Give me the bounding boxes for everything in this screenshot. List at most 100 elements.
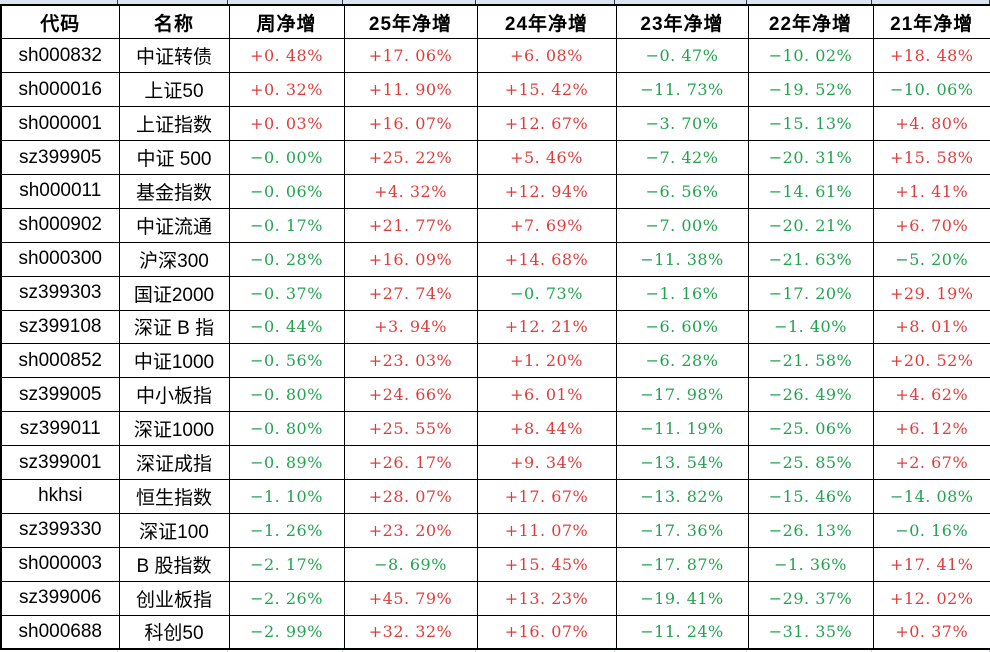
index-code-cell: sz399330	[0, 512, 120, 548]
return-value-cell: +28. 07%	[343, 478, 478, 514]
return-value-cell: −11. 24%	[615, 614, 749, 650]
index-code-cell: sh000688	[0, 614, 120, 650]
index-name-cell: 深证 B 指	[118, 309, 230, 345]
return-value-cell: +17. 06%	[343, 38, 478, 74]
return-value-cell: +16. 09%	[343, 241, 478, 277]
table-row: sz399905 中证 500 −0. 00% +25. 22% +5. 46% −7. …	[0, 140, 990, 175]
return-value-cell: −2. 26%	[228, 580, 345, 616]
return-value-cell: +26. 17%	[343, 445, 478, 480]
index-name-cell: 恒生指数	[118, 478, 230, 514]
return-value-cell: +6. 08%	[476, 38, 617, 74]
table-row: sh000001 上证指数 +0. 03% +16. 07% +12. 67% −3. 7…	[0, 106, 990, 142]
return-value-cell: −0. 73%	[476, 275, 617, 311]
index-name-cell: 中小板指	[118, 377, 230, 413]
return-value-cell: +4. 80%	[872, 106, 990, 142]
return-value-cell: −0. 17%	[228, 207, 345, 243]
table-row: hkhsi 恒生指数 −1. 10% +28. 07% +17. 67% −13. 82%…	[0, 478, 990, 514]
column-header-5: 23年净增	[615, 4, 749, 40]
index-code-cell: sz399011	[0, 411, 120, 447]
index-code-cell: sh000011	[0, 173, 120, 209]
return-value-cell: +27. 74%	[343, 275, 478, 311]
return-value-cell: +3. 94%	[343, 309, 478, 345]
return-value-cell: −11. 73%	[615, 72, 749, 108]
return-value-cell: −5. 20%	[872, 241, 990, 277]
return-value-cell: +11. 07%	[476, 512, 617, 548]
return-value-cell: −15. 46%	[747, 478, 874, 514]
index-code-cell: sh000016	[0, 72, 120, 108]
return-value-cell: −3. 70%	[615, 106, 749, 142]
index-code-cell: sz399001	[0, 445, 120, 480]
index-code-cell: sh000852	[0, 343, 120, 379]
return-value-cell: +0. 03%	[228, 106, 345, 142]
return-value-cell: −1. 26%	[228, 512, 345, 548]
return-value-cell: +6. 70%	[872, 207, 990, 243]
return-value-cell: −8. 69%	[343, 546, 478, 582]
return-value-cell: +8. 44%	[476, 411, 617, 447]
return-value-cell: +21. 77%	[343, 207, 478, 243]
table-row: sz399001 深证成指 −0. 89% +26. 17% +9. 34% −13. 5…	[0, 445, 990, 480]
return-value-cell: +17. 41%	[872, 546, 990, 582]
return-value-cell: −17. 20%	[747, 275, 874, 311]
table-row: sh000852 中证1000 −0. 56% +23. 03% +1. 20% −6. …	[0, 343, 990, 379]
edge-cell-sliver	[476, 0, 615, 4]
return-value-cell: −1. 36%	[747, 546, 874, 582]
return-value-cell: −11. 38%	[615, 241, 749, 277]
table-row: sh000016 上证50 +0. 32% +11. 90% +15. 42% −11. …	[0, 72, 990, 108]
index-code-cell: sh000902	[0, 207, 120, 243]
return-value-cell: +15. 45%	[476, 546, 617, 582]
return-value-cell: −26. 49%	[747, 377, 874, 413]
column-header-4: 24年净增	[476, 4, 617, 40]
return-value-cell: +23. 03%	[343, 343, 478, 379]
index-code-cell: sz399005	[0, 377, 120, 413]
return-value-cell: +12. 02%	[872, 580, 990, 616]
return-value-cell: −0. 37%	[228, 275, 345, 311]
return-value-cell: +0. 32%	[228, 72, 345, 108]
return-value-cell: +1. 41%	[872, 173, 990, 209]
return-value-cell: +12. 21%	[476, 309, 617, 345]
index-code-cell: sz399108	[0, 309, 120, 345]
return-value-cell: −0. 06%	[228, 173, 345, 209]
return-value-cell: +12. 94%	[476, 173, 617, 209]
return-value-cell: −6. 56%	[615, 173, 749, 209]
index-name-cell: 中证 500	[118, 140, 230, 175]
return-value-cell: −13. 54%	[615, 445, 749, 480]
return-value-cell: +4. 62%	[872, 377, 990, 413]
return-value-cell: −31. 35%	[747, 614, 874, 650]
edge-cell-sliver	[0, 0, 118, 4]
return-value-cell: −10. 02%	[747, 38, 874, 74]
index-code-cell: sh000003	[0, 546, 120, 582]
index-code-cell: hkhsi	[0, 478, 120, 514]
table-row: sz399303 国证2000 −0. 37% +27. 74% −0. 73% −1. …	[0, 275, 990, 311]
return-value-cell: −7. 00%	[615, 207, 749, 243]
return-value-cell: +25. 55%	[343, 411, 478, 447]
column-header-7: 21年净增	[872, 4, 990, 40]
return-value-cell: −0. 00%	[228, 140, 345, 175]
return-value-cell: +11. 90%	[343, 72, 478, 108]
return-value-cell: −17. 98%	[615, 377, 749, 413]
edge-cell-sliver	[343, 649, 476, 652]
return-value-cell: −0. 16%	[872, 512, 990, 548]
index-code-cell: sh000300	[0, 241, 120, 277]
index-name-cell: 创业板指	[118, 580, 230, 616]
return-value-cell: −17. 87%	[615, 546, 749, 582]
edge-cell-sliver	[747, 649, 872, 652]
table-row: sz399006 创业板指 −2. 26% +45. 79% +13. 23% −19. …	[0, 580, 990, 616]
edge-cell-sliver	[118, 0, 228, 4]
table-row: sz399330 深证100 −1. 26% +23. 20% +11. 07% −17.…	[0, 512, 990, 548]
return-value-cell: +25. 22%	[343, 140, 478, 175]
return-value-cell: −2. 99%	[228, 614, 345, 650]
return-value-cell: +24. 66%	[343, 377, 478, 413]
edge-cell-sliver	[343, 0, 476, 4]
return-value-cell: +23. 20%	[343, 512, 478, 548]
return-value-cell: −14. 08%	[872, 478, 990, 514]
return-value-cell: +45. 79%	[343, 580, 478, 616]
index-code-cell: sz399303	[0, 275, 120, 311]
return-value-cell: +16. 07%	[343, 106, 478, 142]
edge-cell-sliver	[228, 649, 343, 652]
column-header-6: 22年净增	[747, 4, 874, 40]
return-value-cell: −0. 44%	[228, 309, 345, 345]
edge-cell-sliver	[747, 0, 872, 4]
return-value-cell: +12. 67%	[476, 106, 617, 142]
return-value-cell: +29. 19%	[872, 275, 990, 311]
index-name-cell: 深证100	[118, 512, 230, 548]
